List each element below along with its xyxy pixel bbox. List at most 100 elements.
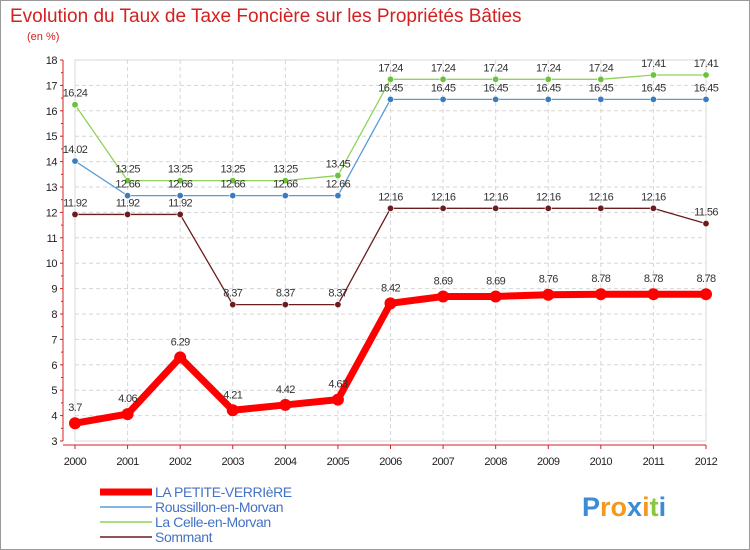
- data-label: 13.25: [115, 164, 140, 176]
- data-point-sommant: [386, 204, 394, 212]
- legend-item-label: Roussillon-en-Morvan: [155, 499, 283, 515]
- data-point-la-celle-en-morvan: [281, 177, 289, 185]
- data-point-roussillon-en-morvan: [649, 95, 657, 103]
- data-label: 4.63: [328, 379, 347, 391]
- data-point-roussillon-en-morvan: [702, 95, 710, 103]
- logo-letter: r: [600, 492, 611, 522]
- data-point-la-petite-verri-re: [384, 297, 397, 310]
- data-point-la-petite-verri-re: [174, 351, 187, 364]
- data-label: 13.25: [220, 164, 245, 176]
- data-point-la-celle-en-morvan: [597, 75, 605, 83]
- y-tick-label: 7: [51, 334, 57, 346]
- data-point-la-celle-en-morvan: [176, 177, 184, 185]
- data-label: 8.37: [276, 288, 295, 300]
- data-point-roussillon-en-morvan: [439, 95, 447, 103]
- data-point-la-petite-verri-re: [69, 417, 81, 430]
- data-point-roussillon-en-morvan: [229, 192, 237, 200]
- y-tick-label: 12: [46, 207, 58, 219]
- logo-letter: x: [627, 492, 642, 522]
- data-label: 16.45: [378, 82, 403, 94]
- data-label: 16.45: [694, 82, 719, 94]
- data-label: 13.45: [326, 159, 351, 171]
- data-label: 16.24: [63, 88, 88, 100]
- data-point-sommant: [281, 301, 289, 309]
- data-point-la-petite-verri-re: [700, 288, 712, 301]
- data-label: 17.24: [536, 62, 561, 74]
- data-point-sommant: [649, 204, 657, 212]
- data-label: 8.78: [644, 273, 663, 285]
- y-tick-label: 5: [51, 385, 57, 397]
- logo-letter: i: [642, 492, 650, 522]
- data-label: 8.37: [223, 288, 242, 300]
- data-point-sommant: [71, 210, 79, 218]
- data-label: 13.25: [273, 164, 298, 176]
- x-tick-label: 2009: [537, 456, 560, 468]
- data-label: 17.24: [378, 62, 403, 74]
- data-label: 3.7: [68, 402, 82, 414]
- x-tick-label: 2010: [590, 456, 613, 468]
- data-label: 16.45: [641, 82, 666, 94]
- data-label: 8.78: [696, 273, 715, 285]
- chart-subtitle: (en %): [27, 31, 59, 43]
- y-tick-label: 16: [46, 106, 58, 118]
- data-label: 8.69: [486, 275, 505, 287]
- data-point-la-celle-en-morvan: [386, 75, 394, 83]
- data-point-sommant: [492, 204, 500, 212]
- x-tick-label: 2005: [327, 456, 350, 468]
- data-point-roussillon-en-morvan: [176, 192, 184, 200]
- y-tick-label: 10: [46, 258, 58, 270]
- data-label: 12.16: [589, 191, 614, 203]
- data-label: 16.45: [483, 82, 508, 94]
- data-point-la-celle-en-morvan: [71, 101, 79, 109]
- y-tick-label: 17: [46, 80, 58, 92]
- data-label: 12.66: [168, 179, 193, 191]
- data-point-sommant: [176, 210, 184, 218]
- data-point-la-petite-verri-re: [226, 404, 239, 417]
- data-label: 16.45: [536, 82, 561, 94]
- data-label: 17.24: [589, 62, 614, 74]
- data-label: 16.45: [589, 82, 614, 94]
- data-point-la-petite-verri-re: [594, 288, 607, 301]
- x-tick-label: 2004: [274, 456, 297, 468]
- data-point-la-celle-en-morvan: [544, 75, 552, 83]
- data-label: 12.16: [641, 191, 666, 203]
- data-label: 11.92: [63, 197, 87, 209]
- data-label: 8.37: [328, 288, 347, 300]
- data-label: 8.76: [539, 274, 558, 286]
- logo-letter: t: [650, 492, 659, 522]
- legend-item-label: La Celle-en-Morvan: [155, 514, 271, 530]
- data-point-la-petite-verri-re: [489, 290, 502, 303]
- y-tick-label: 3: [51, 436, 57, 448]
- data-point-la-celle-en-morvan: [439, 75, 447, 83]
- y-tick-label: 9: [51, 284, 57, 296]
- data-point-sommant: [439, 204, 447, 212]
- series-layer: [69, 71, 712, 430]
- x-tick-label: 2012: [695, 456, 718, 468]
- data-point-la-celle-en-morvan: [492, 75, 500, 83]
- data-label: 8.69: [434, 275, 453, 287]
- data-point-la-petite-verri-re: [542, 288, 555, 301]
- data-point-roussillon-en-morvan: [597, 95, 605, 103]
- legend-item-label: LA PETITE-VERRIèRE: [155, 484, 292, 500]
- chart-title: Evolution du Taux de Taxe Foncière sur l…: [10, 6, 522, 27]
- data-label: 4.21: [223, 389, 242, 401]
- data-label: 4.06: [118, 393, 137, 405]
- data-point-la-petite-verri-re: [279, 398, 292, 411]
- data-label: 17.41: [694, 58, 719, 70]
- data-point-roussillon-en-morvan: [386, 95, 394, 103]
- data-label: 11.92: [168, 197, 192, 209]
- y-tick-label: 13: [46, 182, 58, 194]
- data-point-la-petite-verri-re: [121, 408, 134, 421]
- data-point-la-celle-en-morvan: [702, 71, 710, 79]
- data-point-roussillon-en-morvan: [492, 95, 500, 103]
- x-tick-label: 2003: [222, 456, 245, 468]
- data-label: 6.29: [171, 336, 190, 348]
- data-label: 17.24: [483, 62, 508, 74]
- data-point-roussillon-en-morvan: [544, 95, 552, 103]
- data-point-la-celle-en-morvan: [649, 71, 657, 79]
- data-point-sommant: [229, 301, 237, 309]
- data-point-sommant: [334, 301, 342, 309]
- data-point-la-celle-en-morvan: [334, 172, 342, 180]
- data-point-la-celle-en-morvan: [229, 177, 237, 185]
